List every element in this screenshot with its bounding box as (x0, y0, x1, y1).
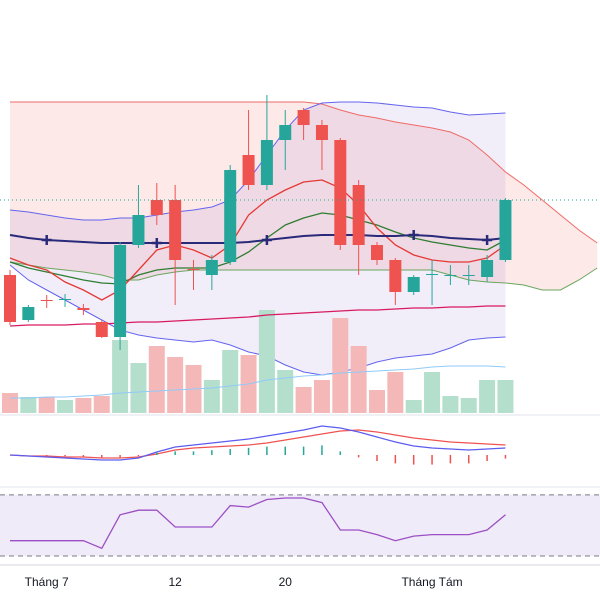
volume-bar (20, 397, 37, 413)
candle-body (150, 200, 163, 215)
candle-body (260, 140, 273, 185)
volume-bar (167, 357, 184, 413)
volume-ma (10, 365, 506, 399)
volume-bar (350, 346, 367, 413)
candle-body (279, 125, 292, 140)
moving-average (9, 212, 506, 285)
volume-bar (369, 390, 385, 413)
candle-body (444, 275, 457, 276)
volume-bar (258, 310, 275, 413)
line-marker (151, 238, 162, 248)
moving-average (9, 179, 506, 301)
candle-body (426, 274, 439, 275)
volume-bar (112, 340, 129, 413)
volume-bar (38, 397, 55, 413)
moving-average (9, 233, 506, 244)
candle-body (59, 299, 72, 300)
candle-body (40, 300, 53, 301)
candle-body (371, 245, 383, 260)
candle-body (334, 140, 347, 245)
volume-bar (93, 396, 110, 413)
volume-bar (295, 387, 312, 413)
volume-bar (442, 396, 459, 413)
candle-body (407, 277, 420, 292)
x-tick-label: Tháng 7 (25, 575, 69, 589)
candle-body (77, 308, 90, 310)
volume-bar (460, 398, 477, 413)
line-marker (261, 235, 272, 245)
candle-body (187, 269, 200, 270)
candle-body (242, 155, 255, 185)
rsi-band (0, 494, 600, 556)
band-upper (9, 101, 506, 221)
candle-body (22, 307, 35, 320)
candle-body (462, 275, 475, 276)
volume-bar (424, 372, 441, 413)
band-fill (10, 102, 506, 375)
candle-body (481, 260, 494, 277)
line-marker (408, 230, 419, 240)
volume-bar (203, 380, 220, 413)
volume-bar (222, 350, 239, 413)
candle-body (352, 185, 365, 245)
volume-bar (57, 400, 74, 413)
candle-body (4, 275, 16, 322)
line-marker (41, 235, 52, 245)
volume-bar (497, 380, 514, 413)
cloud-span-a (10, 101, 598, 244)
x-tick-label: Tháng Tám (401, 575, 462, 589)
volume-bar (332, 318, 349, 413)
volume-bar (277, 370, 294, 413)
volume-bar (405, 400, 422, 413)
rsi-line (10, 497, 506, 550)
moving-average (9, 305, 506, 327)
macd-line (9, 425, 506, 461)
candle-body (315, 125, 328, 140)
band-lower (9, 264, 506, 376)
candle-body (389, 260, 402, 292)
candle-body (132, 215, 145, 245)
candle-body (297, 110, 310, 125)
volume-bar (2, 393, 18, 413)
volume-bar (148, 346, 165, 413)
volume-bar (387, 372, 404, 413)
volume-bar (479, 380, 496, 413)
volume-bar (313, 380, 330, 413)
candle-body (499, 200, 512, 260)
volume-bar (130, 363, 147, 413)
line-marker (482, 235, 493, 245)
candle-body (114, 245, 127, 337)
x-tick-label: 12 (168, 575, 182, 589)
candle-body (169, 200, 182, 260)
x-tick-label: 20 (279, 575, 293, 589)
cloud-span-b (9, 261, 598, 291)
candle-body (224, 170, 237, 262)
macd-signal (9, 429, 506, 459)
volume-bar (75, 398, 92, 413)
candle-body (95, 322, 108, 337)
candle-body (205, 260, 218, 275)
